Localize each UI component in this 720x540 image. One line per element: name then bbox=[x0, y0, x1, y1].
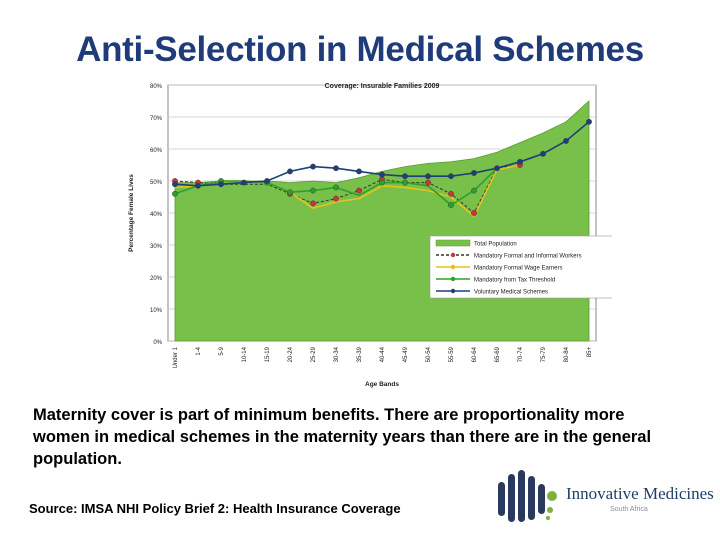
data-point bbox=[287, 168, 293, 175]
legend-marker bbox=[450, 276, 456, 282]
chart-title: Coverage: Insurable Families 2009 bbox=[325, 83, 440, 90]
logo-dot bbox=[547, 507, 553, 513]
x-tick-label: 30-34 bbox=[334, 346, 340, 362]
y-tick-label: 80% bbox=[150, 84, 163, 90]
y-tick-label: 60% bbox=[150, 148, 163, 154]
data-point bbox=[471, 210, 477, 216]
y-axis-label: Percentage Female Lives bbox=[128, 174, 135, 252]
data-point bbox=[195, 182, 201, 189]
slide-title: Anti-Selection in Medical Schemes bbox=[76, 30, 644, 69]
x-tick-label: 45-49 bbox=[403, 346, 409, 362]
data-point bbox=[494, 165, 500, 172]
legend-label: Mandatory from Tax Threshold bbox=[474, 278, 555, 284]
logo-bar bbox=[508, 474, 515, 522]
data-point bbox=[517, 158, 523, 165]
y-tick-label: 70% bbox=[150, 116, 163, 122]
data-point bbox=[172, 181, 178, 188]
y-tick-label: 20% bbox=[150, 276, 163, 282]
legend-marker bbox=[450, 288, 456, 294]
data-point bbox=[448, 190, 454, 197]
x-tick-label: 35-39 bbox=[357, 346, 363, 362]
y-tick-label: 30% bbox=[150, 244, 163, 250]
data-point bbox=[379, 179, 385, 186]
legend-marker bbox=[450, 252, 456, 258]
data-point bbox=[333, 195, 339, 202]
data-point bbox=[402, 179, 408, 186]
data-point bbox=[218, 181, 224, 188]
data-point bbox=[471, 187, 477, 194]
logo-dot bbox=[547, 491, 557, 501]
data-point bbox=[379, 171, 385, 178]
x-tick-label: Under 1 bbox=[173, 346, 179, 368]
data-point bbox=[333, 184, 339, 191]
logo-bar bbox=[518, 470, 525, 522]
logo: Innovative Medicines South Africa bbox=[494, 466, 714, 526]
chart: 0% 10% 20% 30% 40% 50% 60% 70% 80% Under 1 1-4 5-9 1… bbox=[122, 76, 612, 394]
data-point bbox=[356, 168, 362, 175]
source-note: Source: IMSA NHI Policy Brief 2: Health … bbox=[29, 501, 401, 516]
x-tick-label: 70-74 bbox=[518, 346, 524, 362]
x-tick-label: 65-69 bbox=[495, 346, 501, 362]
y-tick-label: 50% bbox=[150, 180, 163, 186]
x-tick-label: 10-14 bbox=[242, 346, 248, 362]
legend-label: Total Population bbox=[474, 242, 517, 248]
x-tick-label: 75-79 bbox=[541, 346, 547, 362]
data-point bbox=[287, 189, 293, 196]
legend-label: Voluntary Medical Schemes bbox=[474, 290, 548, 296]
x-tick-label: 20-24 bbox=[288, 346, 294, 362]
x-tick-label: 60-64 bbox=[472, 346, 478, 362]
logo-mark-icon bbox=[498, 470, 557, 522]
legend: Total Population Mandatory Formal and Inf… bbox=[429, 235, 612, 299]
y-tick-label: 10% bbox=[150, 308, 163, 314]
logo-name: Innovative Medicines bbox=[566, 484, 714, 503]
x-tick-label: 85+ bbox=[587, 347, 593, 358]
logo-bar bbox=[498, 482, 505, 516]
logo-bar bbox=[538, 484, 545, 514]
legend-swatch bbox=[435, 239, 471, 247]
data-point bbox=[241, 179, 247, 186]
data-point bbox=[471, 170, 477, 176]
data-point bbox=[333, 165, 339, 172]
legend-label: Mandatory Formal and Informal Workers bbox=[474, 254, 582, 260]
logo-subtitle: South Africa bbox=[610, 506, 648, 513]
y-tick-label: 0% bbox=[153, 340, 162, 346]
legend-label: Mandatory Formal Wage Earners bbox=[474, 266, 562, 272]
data-point bbox=[425, 173, 431, 180]
chart-svg: 0% 10% 20% 30% 40% 50% 60% 70% 80% Under 1 1-4 5-9 1… bbox=[128, 83, 612, 388]
x-tick-label: 5-9 bbox=[219, 346, 225, 355]
data-point bbox=[563, 138, 569, 144]
data-point bbox=[310, 200, 316, 207]
logo-dot bbox=[546, 516, 550, 520]
x-tick-label: 25-29 bbox=[311, 346, 317, 362]
x-axis-label: Age Bands bbox=[365, 381, 399, 388]
data-point bbox=[172, 190, 178, 197]
data-point bbox=[402, 173, 408, 180]
logo-bar bbox=[528, 476, 535, 520]
data-point bbox=[448, 202, 454, 208]
x-tick-label: 80-84 bbox=[564, 346, 570, 362]
data-point bbox=[448, 173, 454, 180]
x-tick-label: 55-59 bbox=[449, 346, 455, 362]
data-point bbox=[540, 150, 546, 157]
data-point bbox=[425, 179, 431, 186]
data-point bbox=[586, 118, 592, 125]
x-tick-label: 1-4 bbox=[196, 346, 202, 355]
legend-marker bbox=[450, 264, 456, 270]
data-point bbox=[356, 187, 362, 194]
x-tick-label: 40-44 bbox=[380, 346, 386, 362]
data-point bbox=[310, 163, 316, 170]
data-point bbox=[310, 187, 316, 194]
data-point bbox=[264, 178, 270, 184]
x-tick-label: 15-19 bbox=[265, 346, 271, 362]
body-text: Maternity cover is part of minimum benef… bbox=[33, 406, 652, 468]
x-tick-label: 50-54 bbox=[426, 346, 432, 362]
y-tick-label: 40% bbox=[150, 212, 163, 218]
